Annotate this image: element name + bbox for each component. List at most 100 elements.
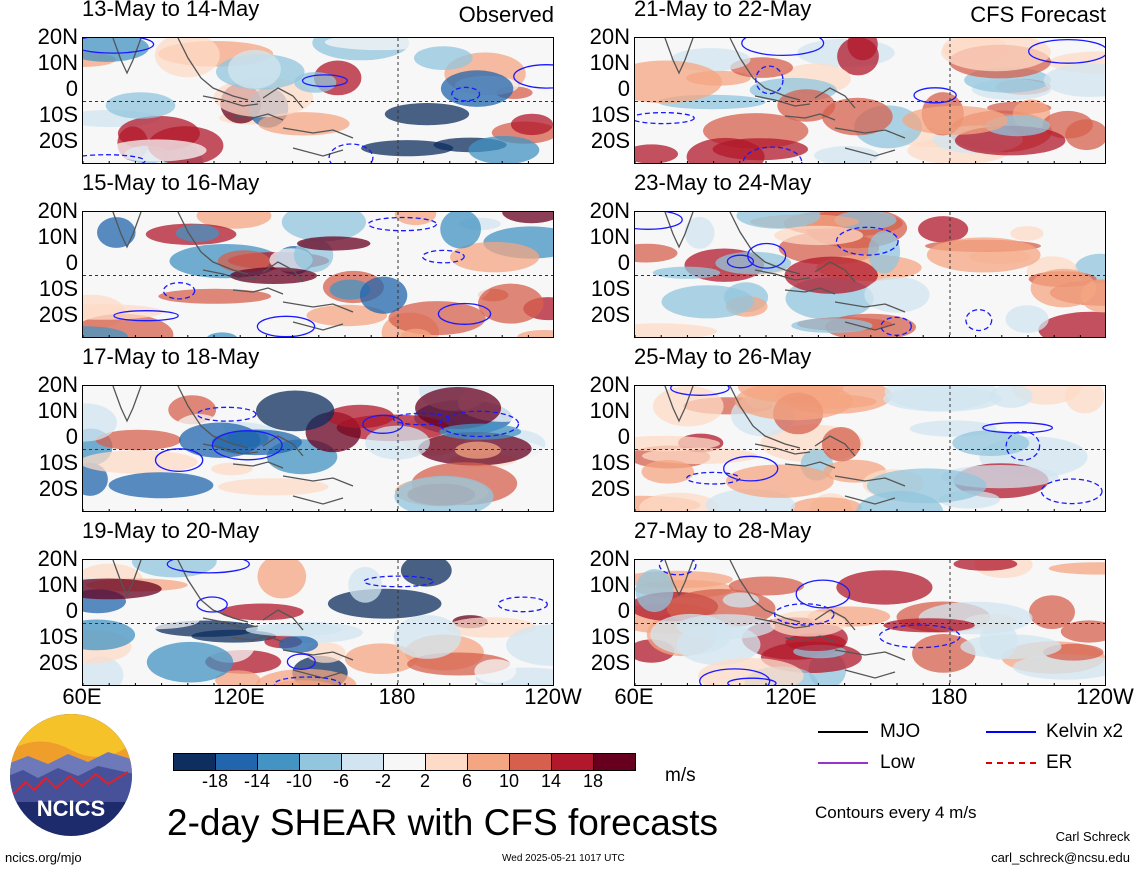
panel-tag: Observed — [458, 2, 554, 27]
shear-shade — [821, 427, 861, 462]
main-title: 2-day SHEAR with CFS forecasts — [167, 802, 719, 843]
shear-map — [82, 385, 554, 512]
shear-shade — [960, 634, 1062, 659]
svg-text:NCICS: NCICS — [37, 796, 105, 821]
shear-shade — [83, 450, 198, 474]
panel-title: 21-May to 22-May — [634, 0, 812, 21]
shear-shade — [230, 267, 317, 284]
shear-shade — [1065, 386, 1105, 414]
kelvin-contour — [196, 596, 228, 613]
shear-shade — [1042, 110, 1093, 139]
shear-shade — [902, 105, 1008, 135]
kelvin-contour — [835, 226, 899, 256]
shear-shade — [635, 569, 674, 613]
shear-shade — [450, 241, 540, 273]
kelvin-contour — [795, 579, 851, 609]
kelvin-contour — [658, 560, 697, 576]
lat-label: 10S — [590, 102, 630, 127]
legend-kelvin-label: Kelvin x2 — [1046, 721, 1124, 742]
kelvin-contour — [727, 677, 777, 685]
shear-shade — [158, 288, 272, 304]
shear-shade — [866, 468, 987, 504]
colorbar-swatch — [258, 754, 300, 770]
colorbar-label: 18 — [582, 771, 604, 791]
shear-shade — [108, 472, 214, 499]
panel-title: 17-May to 18-May — [82, 344, 260, 369]
lat-label: 10N — [37, 398, 78, 423]
shear-shade — [146, 641, 234, 683]
shear-shade — [736, 212, 821, 229]
kelvin-contour — [196, 406, 257, 422]
shear-shade — [1012, 654, 1105, 680]
lat-label: 20S — [590, 650, 630, 675]
shear-map — [634, 559, 1106, 686]
shear-shade — [83, 326, 128, 337]
shear-shade — [953, 560, 1018, 571]
shear-shade — [256, 390, 335, 432]
kelvin-contour — [747, 242, 787, 269]
shear-shade — [468, 135, 540, 163]
kelvin-contour — [154, 448, 204, 473]
site-link[interactable]: ncics.org/mjo — [5, 850, 82, 865]
colorbar-swatch — [342, 754, 384, 770]
shear-shade — [1005, 305, 1049, 333]
legend-low-line — [818, 762, 868, 764]
lat-label: 10N — [589, 398, 630, 423]
kelvin-contour — [880, 316, 912, 336]
shear-shade — [653, 386, 724, 427]
colorbar-units: m/s — [665, 765, 696, 786]
panel-4: 17-May to 18-May 20N 10N 0 10S 20S — [38, 344, 554, 512]
colorbar — [173, 753, 636, 771]
coastline — [112, 386, 354, 505]
kelvin-contour — [1005, 430, 1041, 461]
shear-shade — [218, 478, 329, 496]
shear-shade — [1048, 562, 1105, 575]
lon-label-120w-right: 120W — [1076, 684, 1134, 709]
kelvin-contour — [982, 422, 1054, 434]
shear-shade — [83, 619, 136, 651]
shear-shade — [445, 617, 537, 638]
shear-shade — [105, 92, 176, 119]
email-link[interactable]: carl_schreck@ncsu.edu — [991, 850, 1130, 865]
shear-shade — [478, 283, 544, 324]
shear-shade — [868, 230, 901, 274]
kelvin-contour — [635, 111, 695, 125]
shear-shade — [502, 212, 553, 224]
lat-label: 10S — [38, 624, 78, 649]
coastline — [112, 38, 354, 157]
shear-shade — [346, 480, 404, 511]
lat-label: 0 — [65, 424, 78, 449]
panel-tag: CFS Forecast — [970, 2, 1106, 27]
kelvin-contour — [83, 38, 155, 54]
kelvin-contour — [451, 86, 481, 102]
shear-shade — [83, 403, 117, 442]
lat-label: 20N — [37, 198, 78, 223]
shear-shade — [698, 658, 804, 685]
legend-mjo-line — [818, 731, 868, 733]
shear-shade — [1043, 63, 1105, 97]
shear-shade — [774, 225, 864, 246]
shear-shade — [474, 659, 517, 683]
colorbar-label: -14 — [243, 771, 271, 791]
shear-shade — [1029, 595, 1075, 629]
shear-shade — [454, 441, 501, 459]
kelvin-contour — [913, 87, 957, 104]
shear-shade — [361, 140, 454, 157]
shear-shade — [635, 60, 722, 104]
lat-label: 10N — [589, 224, 630, 249]
lon-label-60e-right: 60E — [614, 684, 654, 709]
panel-title: 27-May to 28-May — [634, 518, 812, 543]
lat-label: 10N — [37, 50, 78, 75]
shear-shade — [814, 146, 879, 163]
panel-title: 13-May to 14-May — [82, 0, 260, 21]
shear-shade — [652, 266, 721, 279]
kelvin-contour — [437, 302, 492, 325]
lat-label: 0 — [617, 598, 630, 623]
shear-shade — [635, 243, 678, 263]
shear-map — [634, 37, 1106, 164]
shear-shade — [258, 112, 350, 136]
shear-shade — [326, 404, 394, 429]
kelvin-contour — [965, 309, 993, 332]
shear-shade — [414, 46, 473, 70]
kelvin-contour — [363, 575, 434, 588]
